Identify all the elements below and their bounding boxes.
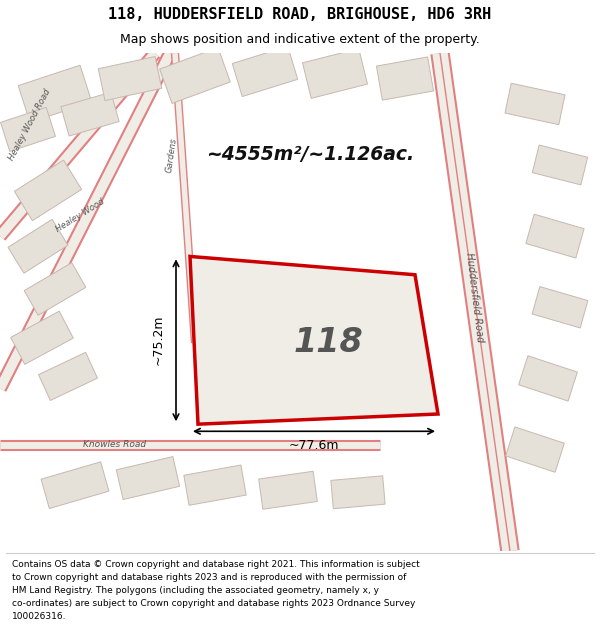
Polygon shape xyxy=(160,48,230,104)
Polygon shape xyxy=(232,46,298,97)
Polygon shape xyxy=(14,160,82,221)
Text: 100026316.: 100026316. xyxy=(12,612,67,621)
Polygon shape xyxy=(526,214,584,258)
Text: 118, HUDDERSFIELD ROAD, BRIGHOUSE, HD6 3RH: 118, HUDDERSFIELD ROAD, BRIGHOUSE, HD6 3… xyxy=(109,8,491,22)
Text: Healey Wood Road: Healey Wood Road xyxy=(7,87,53,161)
Polygon shape xyxy=(18,65,92,122)
Text: HM Land Registry. The polygons (including the associated geometry, namely x, y: HM Land Registry. The polygons (includin… xyxy=(12,586,379,595)
Polygon shape xyxy=(259,471,317,509)
Text: Huddersfield Road: Huddersfield Road xyxy=(464,252,484,343)
Text: ~75.2m: ~75.2m xyxy=(151,314,164,365)
Polygon shape xyxy=(518,356,577,401)
Polygon shape xyxy=(98,56,161,101)
Polygon shape xyxy=(532,287,588,328)
Polygon shape xyxy=(24,262,86,315)
Polygon shape xyxy=(190,256,438,424)
Text: to Crown copyright and database rights 2023 and is reproduced with the permissio: to Crown copyright and database rights 2… xyxy=(12,573,406,582)
Text: Gardens: Gardens xyxy=(165,137,179,173)
Polygon shape xyxy=(532,145,587,185)
Text: ~4555m²/~1.126ac.: ~4555m²/~1.126ac. xyxy=(206,145,414,164)
Polygon shape xyxy=(11,311,73,364)
Polygon shape xyxy=(184,465,246,505)
Polygon shape xyxy=(506,427,565,472)
Text: Knowles Road: Knowles Road xyxy=(83,440,146,449)
Polygon shape xyxy=(1,107,55,151)
Text: Contains OS data © Crown copyright and database right 2021. This information is : Contains OS data © Crown copyright and d… xyxy=(12,560,420,569)
Text: ~77.6m: ~77.6m xyxy=(289,439,339,452)
Text: co-ordinates) are subject to Crown copyright and database rights 2023 Ordnance S: co-ordinates) are subject to Crown copyr… xyxy=(12,599,415,608)
Text: Healey Wood: Healey Wood xyxy=(54,198,106,234)
Polygon shape xyxy=(505,83,565,124)
Polygon shape xyxy=(38,352,97,401)
Polygon shape xyxy=(302,49,367,98)
Polygon shape xyxy=(61,92,119,136)
Polygon shape xyxy=(376,57,434,100)
Text: 118: 118 xyxy=(293,326,363,359)
Polygon shape xyxy=(116,457,179,499)
Polygon shape xyxy=(331,476,385,509)
Polygon shape xyxy=(41,462,109,509)
Polygon shape xyxy=(8,219,68,273)
Text: Map shows position and indicative extent of the property.: Map shows position and indicative extent… xyxy=(120,33,480,46)
